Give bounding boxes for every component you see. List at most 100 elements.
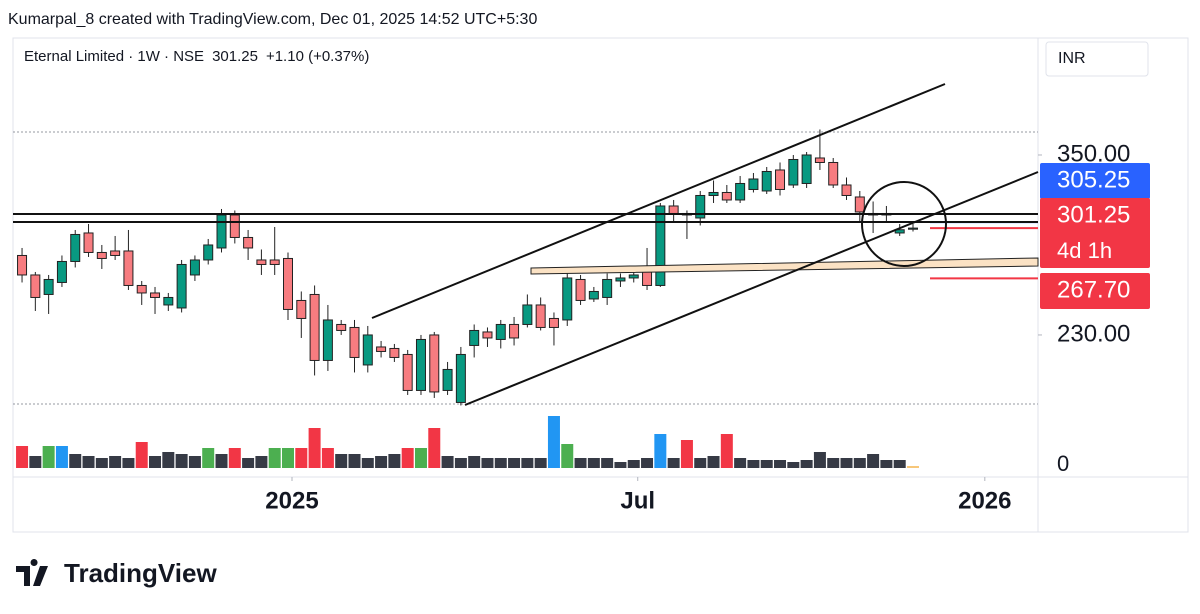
candle-body (575, 278, 586, 301)
candle-body (628, 274, 639, 279)
candle-body (203, 244, 214, 261)
volume-bar (69, 454, 82, 468)
candle-body (735, 182, 746, 201)
volume-bar (654, 434, 667, 468)
volume-bar (361, 458, 374, 468)
candle-body (482, 331, 493, 339)
candle-body (908, 227, 918, 230)
plot (16, 129, 1038, 468)
volume-bar (321, 448, 334, 468)
volume-bar (734, 458, 747, 468)
price-label-box (1040, 198, 1150, 268)
volume-bar (840, 458, 853, 468)
volume-bar (534, 458, 547, 468)
candle-body (761, 170, 772, 192)
candle-body (216, 214, 227, 249)
candle-body (283, 257, 293, 310)
price-label-box (1040, 273, 1150, 309)
candle-body (708, 191, 719, 196)
candle-body (522, 304, 533, 325)
volume-bar (255, 456, 268, 468)
volume-bar (521, 458, 534, 468)
candle-body (721, 191, 732, 201)
circle-drawing (861, 181, 947, 267)
volume-bar (880, 460, 893, 468)
candle-body (695, 194, 706, 219)
candle-body (429, 334, 440, 393)
candle-body (455, 353, 466, 403)
candle-body (495, 323, 506, 340)
candle-body (415, 338, 426, 391)
candle-body (163, 296, 174, 306)
volume-bar (813, 452, 826, 468)
price-label: 267.70 (1057, 276, 1130, 303)
currency[interactable]: INR (1058, 50, 1086, 67)
candle-body (469, 329, 480, 346)
candle-body (389, 347, 400, 358)
volume-bar (907, 466, 919, 468)
x-tick-label: 2026 (958, 487, 1011, 514)
volume-bar (414, 448, 427, 468)
volume-bar (135, 442, 148, 468)
candle-body (136, 284, 147, 294)
last-price: 301.25 (212, 48, 258, 65)
volume-bar (188, 456, 201, 468)
candle-body (562, 277, 573, 321)
volume-bar (853, 458, 866, 468)
candle-body (402, 353, 413, 391)
candle-body (509, 323, 520, 339)
chart-frame (12, 37, 1189, 533)
volume-bar (215, 454, 228, 468)
volume-bar (295, 448, 308, 468)
volume-bar (441, 456, 454, 468)
candle-body (123, 250, 134, 286)
candle-body (96, 251, 107, 259)
candle-body (748, 178, 759, 190)
candle-body (894, 229, 905, 234)
volume-bar (867, 454, 880, 468)
volume-bar (574, 458, 587, 468)
volume-bar (774, 460, 787, 468)
candle-body (788, 158, 799, 186)
x-tick-label: 2025 (265, 487, 318, 514)
candle-body (775, 169, 786, 190)
candle-body (269, 259, 280, 265)
candle-body (43, 278, 54, 295)
candle-body (655, 205, 666, 286)
volume-bar (468, 456, 481, 468)
trend-line (371, 83, 946, 319)
candle-body (70, 233, 81, 262)
candle-body (442, 368, 453, 391)
candle-body (642, 271, 653, 286)
currency-button[interactable] (1045, 41, 1149, 77)
volume-bar (401, 448, 414, 468)
trend-line (464, 171, 1039, 406)
candle-body (854, 196, 865, 213)
volume-bar (335, 454, 348, 468)
candle-body (362, 334, 373, 366)
volume-bar (375, 456, 388, 468)
candle-body (349, 326, 360, 358)
brand: TradingView (64, 558, 217, 588)
candle-body (814, 157, 825, 163)
candle-body (296, 299, 307, 319)
volume-bar (82, 456, 95, 468)
volume-bar (29, 456, 42, 468)
volume-bar (547, 416, 560, 468)
volume-bar (122, 458, 135, 468)
candle-body (336, 323, 347, 331)
logo-mark (16, 559, 48, 586)
candle-body (828, 161, 839, 186)
volume-tick-label: 0 (1057, 451, 1069, 476)
volume-bar (720, 434, 733, 468)
volume-bar (827, 458, 840, 468)
volume-bar (760, 460, 773, 468)
volume-bar (481, 458, 494, 468)
candle-body (229, 214, 240, 238)
y-tick-label: 350.00 (1057, 140, 1130, 167)
volume-bar (601, 458, 614, 468)
volume-bar (42, 446, 55, 468)
volume-bar (388, 454, 401, 468)
candle-body (150, 292, 161, 298)
